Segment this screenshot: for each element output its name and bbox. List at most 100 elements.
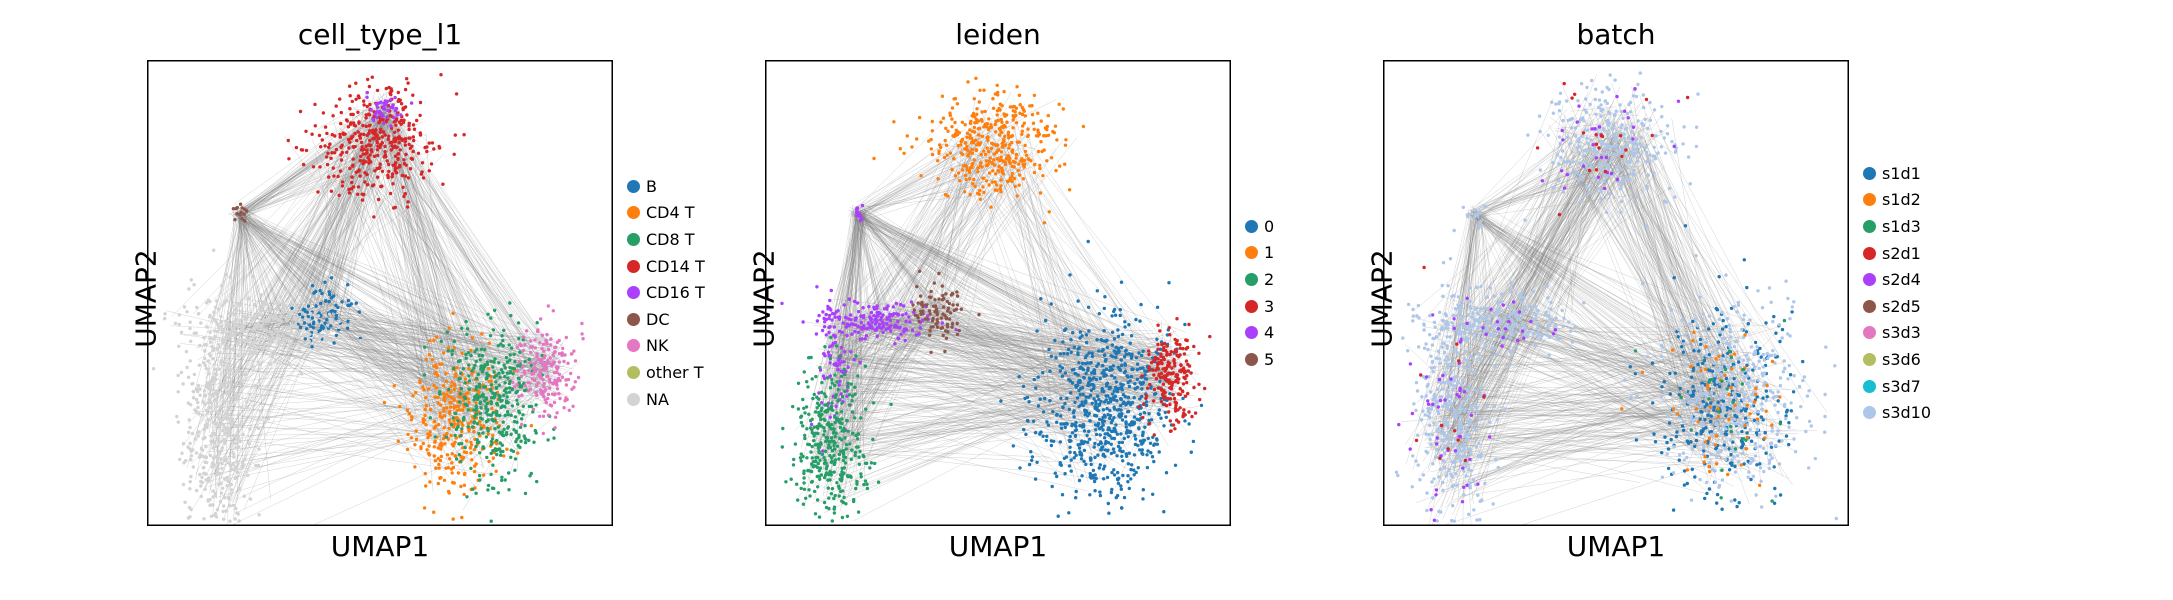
graph-edge bbox=[293, 332, 557, 390]
data-point bbox=[223, 441, 227, 445]
data-point bbox=[844, 315, 848, 320]
data-point bbox=[493, 391, 498, 396]
graph-edge bbox=[240, 333, 440, 438]
data-point bbox=[236, 429, 241, 433]
data-point bbox=[996, 93, 1000, 97]
graph-edge bbox=[852, 214, 1176, 378]
graph-edge bbox=[991, 138, 1038, 150]
data-point bbox=[517, 360, 521, 364]
data-point bbox=[500, 478, 504, 483]
graph-edge bbox=[856, 110, 1037, 218]
data-point bbox=[304, 148, 309, 153]
data-point bbox=[1021, 177, 1026, 181]
data-point bbox=[393, 205, 397, 210]
data-point bbox=[477, 385, 482, 389]
data-point bbox=[218, 385, 222, 390]
data-point bbox=[1021, 107, 1025, 112]
graph-edge bbox=[234, 338, 486, 451]
legend-label: NA bbox=[646, 389, 669, 409]
data-point bbox=[805, 427, 809, 431]
data-point bbox=[543, 409, 547, 413]
graph-edge bbox=[231, 301, 561, 360]
data-point bbox=[404, 163, 408, 167]
data-point bbox=[359, 132, 363, 136]
data-point bbox=[338, 132, 342, 137]
data-point bbox=[421, 176, 426, 180]
data-point bbox=[445, 330, 450, 334]
data-point bbox=[345, 119, 349, 123]
graph-edge bbox=[238, 215, 453, 372]
x-axis-label: UMAP1 bbox=[330, 530, 430, 563]
data-point bbox=[306, 314, 310, 319]
graph-edge bbox=[956, 194, 1003, 323]
data-point bbox=[451, 366, 456, 371]
graph-edge bbox=[452, 387, 536, 392]
data-point bbox=[459, 387, 464, 391]
data-point bbox=[482, 446, 486, 450]
data-point bbox=[936, 159, 940, 163]
data-point bbox=[520, 374, 524, 378]
graph-edge bbox=[823, 217, 856, 471]
graph-edge bbox=[935, 192, 993, 306]
data-point bbox=[462, 492, 466, 497]
data-point bbox=[495, 452, 499, 457]
data-point bbox=[214, 398, 218, 402]
data-point bbox=[263, 302, 268, 307]
data-point bbox=[953, 120, 957, 125]
data-point bbox=[188, 480, 192, 484]
data-point bbox=[245, 405, 250, 410]
graph-edge bbox=[211, 210, 246, 443]
data-point bbox=[212, 310, 216, 314]
data-point bbox=[810, 377, 814, 381]
data-point bbox=[998, 108, 1002, 112]
data-point bbox=[507, 343, 511, 347]
graph-edge bbox=[859, 213, 1050, 464]
data-point bbox=[256, 426, 261, 431]
data-point bbox=[219, 320, 224, 324]
graph-edge bbox=[223, 111, 391, 460]
graph-edge bbox=[869, 316, 1187, 349]
data-point bbox=[975, 143, 979, 147]
data-point bbox=[342, 332, 346, 336]
data-point bbox=[459, 441, 464, 446]
legend-label: CD14 T bbox=[646, 256, 705, 276]
data-point bbox=[257, 447, 261, 451]
data-point bbox=[356, 130, 360, 134]
data-point bbox=[381, 114, 385, 118]
data-point bbox=[372, 132, 376, 136]
data-point bbox=[1007, 178, 1012, 183]
graph-edge bbox=[872, 146, 1032, 319]
data-point bbox=[837, 354, 842, 358]
data-point bbox=[287, 310, 292, 314]
data-point bbox=[818, 477, 822, 481]
data-point bbox=[203, 487, 207, 491]
data-point bbox=[245, 400, 249, 404]
graph-edge bbox=[931, 314, 1164, 350]
data-point bbox=[1036, 128, 1040, 132]
data-point bbox=[929, 325, 933, 329]
data-point bbox=[457, 442, 461, 446]
graph-edge bbox=[208, 328, 257, 495]
data-point bbox=[211, 379, 216, 383]
graph-edge bbox=[400, 130, 477, 395]
data-point bbox=[351, 164, 355, 168]
data-point bbox=[364, 124, 368, 129]
data-point bbox=[413, 443, 417, 447]
graph-edge bbox=[247, 218, 460, 438]
data-point bbox=[918, 294, 923, 298]
graph-edge bbox=[857, 137, 980, 218]
data-point bbox=[452, 419, 456, 423]
data-point bbox=[941, 333, 945, 338]
data-point bbox=[973, 115, 977, 119]
data-point bbox=[235, 341, 239, 346]
graph-edge bbox=[329, 318, 489, 346]
data-point bbox=[554, 365, 559, 369]
graph-edge bbox=[301, 319, 460, 421]
data-point bbox=[216, 343, 221, 347]
graph-edge bbox=[841, 209, 866, 319]
graph-edge bbox=[870, 307, 873, 311]
graph-edge bbox=[240, 112, 382, 218]
data-point bbox=[845, 514, 850, 518]
data-point bbox=[487, 366, 491, 371]
graph-edge bbox=[830, 311, 932, 448]
